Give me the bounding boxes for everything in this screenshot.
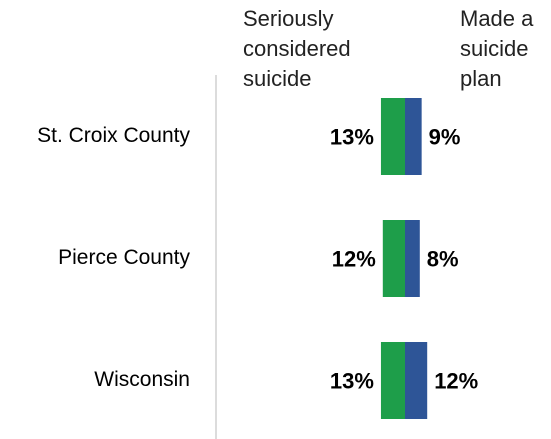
value-label: 12% [332,246,376,271]
value-label: 12% [434,368,478,393]
bar [382,220,405,297]
bar [380,342,405,419]
category-label: Pierce County [58,246,190,269]
bar [380,98,405,175]
category-label: St. Croix County [37,124,190,147]
value-label: 8% [427,246,459,271]
bar [405,220,420,297]
category-label: Wisconsin [94,368,190,391]
value-label: 13% [330,124,374,149]
bar [405,342,428,419]
legend-entry: Seriously considered suicide [243,6,351,91]
value-label: 9% [429,124,461,149]
bar [405,98,422,175]
value-label: 13% [330,368,374,393]
legend-entry: Made a suicide plan [460,6,534,91]
